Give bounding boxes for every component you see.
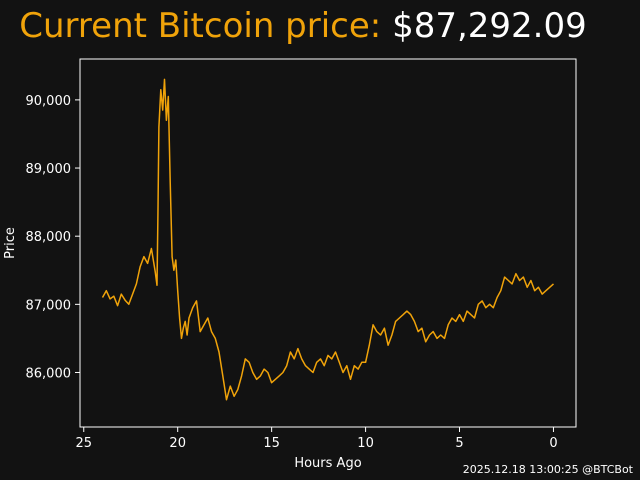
current-price: $87,292.09 xyxy=(392,6,587,46)
x-axis-label: Hours Ago xyxy=(294,456,361,471)
x-tick-label: 0 xyxy=(549,436,557,451)
y-tick-label: 88,000 xyxy=(26,230,72,245)
y-tick-label: 90,000 xyxy=(26,94,72,109)
chart-title: Current Bitcoin price: $87,292.09 xyxy=(0,6,606,46)
x-tick-label: 10 xyxy=(357,436,374,451)
y-tick-label: 87,000 xyxy=(26,298,72,313)
x-tick-label: 15 xyxy=(263,436,280,451)
y-axis-label: Price xyxy=(3,227,18,259)
price-series-line xyxy=(101,78,555,401)
x-tick-label: 20 xyxy=(169,436,186,451)
x-tick-label: 25 xyxy=(75,436,92,451)
series-layer xyxy=(101,78,555,401)
y-tick-label: 86,000 xyxy=(26,366,72,381)
plot-area xyxy=(79,58,577,428)
axes: 25 20 15 10 5 0 86,000 87,000 88,000 89,000 90,000 xyxy=(26,94,558,451)
footer-timestamp: 2025.12.18 13:00:25 @BTCBot xyxy=(462,463,633,476)
title-label: Current Bitcoin price: xyxy=(19,6,382,46)
x-tick-label: 5 xyxy=(455,436,463,451)
y-tick-label: 89,000 xyxy=(26,162,72,177)
